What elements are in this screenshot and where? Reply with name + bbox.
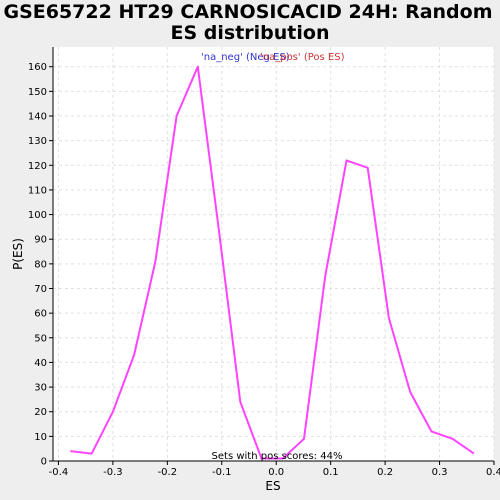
y-tick-label: 140	[28, 112, 47, 123]
x-tick-label: 0.4	[486, 467, 500, 478]
y-tick-label: 150	[28, 87, 47, 98]
chart-title-line1: GSE65722 HT29 CARNOSICACID 24H: Random	[3, 1, 492, 23]
x-tick-label: -0.1	[212, 467, 232, 478]
x-tick-label: -0.4	[49, 467, 69, 478]
x-tick-label: -0.3	[103, 467, 123, 478]
pos-scores-note: Sets with pos scores: 44%	[212, 451, 343, 462]
y-tick-label: 110	[28, 185, 47, 196]
x-tick-label: 0.2	[377, 467, 393, 478]
x-tick-label: 0.0	[268, 467, 284, 478]
legend-pos: 'na_pos' (Pos ES)	[260, 52, 345, 63]
plot-area	[53, 47, 494, 461]
y-tick-label: 60	[34, 309, 47, 320]
chart-title-line2: ES distribution	[171, 22, 330, 44]
y-tick-label: 30	[34, 383, 47, 394]
y-axis-label: P(ES)	[11, 238, 25, 270]
y-tick-label: 0	[41, 457, 47, 468]
x-tick-label: 0.1	[323, 467, 339, 478]
y-tick-label: 160	[28, 62, 47, 73]
y-tick-label: 20	[34, 407, 47, 418]
y-tick-label: 130	[28, 136, 47, 147]
x-tick-label: -0.2	[158, 467, 178, 478]
y-tick-label: 100	[28, 210, 47, 221]
y-tick-label: 80	[34, 259, 47, 270]
y-tick-label: 120	[28, 161, 47, 172]
y-tick-label: 40	[34, 358, 47, 369]
y-tick-label: 90	[34, 235, 47, 246]
x-tick-label: 0.3	[432, 467, 448, 478]
y-tick-label: 10	[34, 432, 47, 443]
y-tick-label: 50	[34, 333, 47, 344]
x-axis-label: ES	[265, 479, 280, 493]
y-tick-label: 70	[34, 284, 47, 295]
